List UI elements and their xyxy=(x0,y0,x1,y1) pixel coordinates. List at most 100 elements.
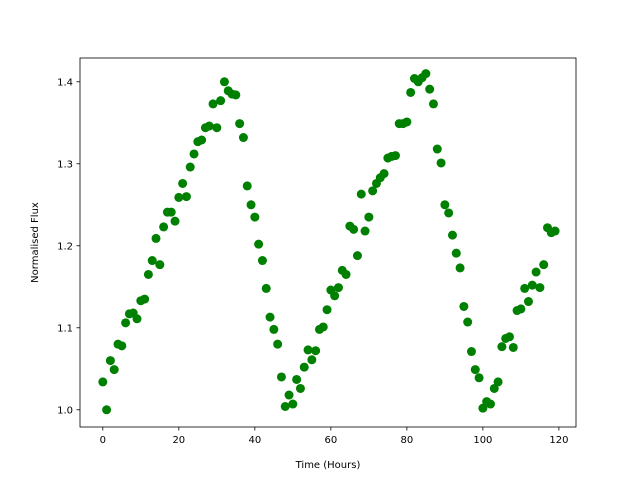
data-point xyxy=(535,283,545,293)
data-point xyxy=(356,189,366,199)
data-point xyxy=(352,251,362,261)
y-tick-label: 1.0 xyxy=(57,405,73,416)
data-point xyxy=(238,133,248,143)
x-tick-label: 60 xyxy=(324,435,337,446)
data-point xyxy=(539,260,549,270)
data-point xyxy=(364,212,374,222)
data-point xyxy=(288,399,298,409)
data-point xyxy=(307,355,317,365)
data-point xyxy=(284,390,294,400)
data-point xyxy=(527,280,537,290)
data-point xyxy=(341,269,351,279)
data-point xyxy=(436,158,446,168)
data-point xyxy=(470,365,480,375)
y-axis: 1.0 1.1 1.2 1.3 1.4 xyxy=(57,77,80,416)
y-axis-label: Normalised Flux xyxy=(30,202,41,283)
data-point xyxy=(174,192,184,202)
x-tick-label: 120 xyxy=(549,435,568,446)
data-point xyxy=(189,149,199,159)
data-point xyxy=(421,69,431,79)
data-point xyxy=(432,144,442,154)
data-point xyxy=(261,283,271,293)
data-point xyxy=(485,399,495,409)
data-point xyxy=(242,181,252,191)
data-point xyxy=(406,87,416,97)
data-point xyxy=(132,314,142,324)
x-tick-label: 100 xyxy=(473,435,492,446)
data-point xyxy=(140,294,150,304)
plot-frame xyxy=(79,57,577,428)
x-tick-label: 40 xyxy=(248,435,261,446)
data-point xyxy=(299,362,309,372)
data-point xyxy=(330,291,340,301)
data-point xyxy=(497,342,507,352)
data-point xyxy=(379,169,389,179)
data-point xyxy=(204,121,214,131)
x-axis-label: Time (Hours) xyxy=(295,460,361,471)
data-point xyxy=(368,186,378,196)
data-point xyxy=(520,283,530,293)
data-point xyxy=(121,318,131,328)
data-point xyxy=(333,283,343,293)
data-point xyxy=(292,374,302,384)
data-point xyxy=(390,151,400,161)
data-point xyxy=(504,332,514,342)
y-tick-label: 1.1 xyxy=(57,323,73,334)
y-tick-label: 1.4 xyxy=(57,77,73,88)
data-point xyxy=(105,356,115,366)
data-point xyxy=(143,269,153,279)
data-point xyxy=(280,402,290,411)
data-point xyxy=(147,256,157,266)
data-point xyxy=(425,84,435,94)
data-point xyxy=(219,77,229,87)
data-point xyxy=(166,207,176,217)
data-point xyxy=(212,123,222,133)
data-point xyxy=(447,230,457,240)
data-point xyxy=(197,135,207,145)
data-point xyxy=(303,345,313,355)
data-point xyxy=(451,248,461,258)
x-axis: 0 20 40 60 80 100 120 xyxy=(100,427,568,446)
data-point xyxy=(98,377,108,387)
data-point xyxy=(178,178,188,188)
data-point xyxy=(531,267,541,277)
data-point xyxy=(295,383,305,393)
data-point xyxy=(459,301,469,311)
data-point xyxy=(474,373,484,383)
data-point xyxy=(489,383,499,393)
data-point xyxy=(254,239,264,249)
x-tick-label: 20 xyxy=(172,435,185,446)
data-point xyxy=(216,96,226,106)
data-point xyxy=(265,312,275,322)
data-point xyxy=(440,200,450,210)
x-tick-label: 0 xyxy=(100,435,106,446)
data-point xyxy=(246,200,256,210)
data-point xyxy=(349,224,359,234)
data-point xyxy=(208,99,218,109)
data-point xyxy=(311,346,321,356)
data-point xyxy=(466,347,476,357)
data-point xyxy=(322,305,332,315)
data-point xyxy=(155,260,165,270)
data-point xyxy=(508,342,518,352)
data-point xyxy=(402,117,412,127)
x-tick-label: 80 xyxy=(400,435,413,446)
data-point xyxy=(231,90,241,100)
data-point xyxy=(318,322,328,332)
y-tick-label: 1.2 xyxy=(57,241,73,252)
data-point xyxy=(360,226,370,236)
data-point xyxy=(170,216,180,226)
data-point xyxy=(273,339,283,349)
data-point xyxy=(478,403,488,413)
data-point xyxy=(117,341,127,351)
data-point xyxy=(159,222,169,232)
data-point xyxy=(455,263,465,273)
data-point xyxy=(444,208,454,218)
data-point xyxy=(151,233,161,243)
data-point xyxy=(550,226,560,236)
data-points xyxy=(98,69,560,415)
data-point xyxy=(181,192,191,202)
data-point xyxy=(102,405,112,415)
data-point xyxy=(185,162,195,172)
